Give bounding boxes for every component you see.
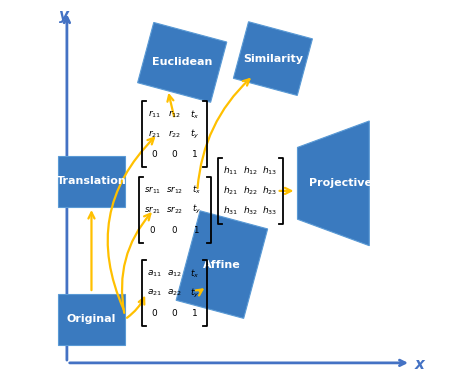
Text: $sr_{12}$: $sr_{12}$ xyxy=(166,184,183,196)
Text: Projective: Projective xyxy=(310,178,373,188)
Text: $0$: $0$ xyxy=(171,224,178,235)
Text: $0$: $0$ xyxy=(171,148,178,160)
Text: $t_x$: $t_x$ xyxy=(190,108,199,121)
Text: $sr_{22}$: $sr_{22}$ xyxy=(166,204,183,215)
Text: $r_{11}$: $r_{11}$ xyxy=(148,109,162,120)
Text: $h_{23}$: $h_{23}$ xyxy=(262,184,277,197)
Polygon shape xyxy=(176,211,268,318)
Text: x: x xyxy=(415,357,425,372)
Text: $0$: $0$ xyxy=(171,307,178,318)
Text: $h_{31}$: $h_{31}$ xyxy=(223,204,238,217)
Text: Original: Original xyxy=(67,314,116,324)
Text: $0$: $0$ xyxy=(149,224,156,235)
Text: Affine: Affine xyxy=(203,260,241,270)
Polygon shape xyxy=(298,121,369,246)
Text: $h_{13}$: $h_{13}$ xyxy=(262,165,277,178)
Polygon shape xyxy=(58,156,125,207)
Text: $h_{22}$: $h_{22}$ xyxy=(243,184,258,197)
Text: y: y xyxy=(59,8,69,23)
Text: $a_{21}$: $a_{21}$ xyxy=(147,288,163,298)
Text: $1$: $1$ xyxy=(191,307,198,318)
Text: $t_x$: $t_x$ xyxy=(192,184,201,197)
Text: $1$: $1$ xyxy=(191,148,198,160)
Text: $a_{11}$: $a_{11}$ xyxy=(147,268,163,279)
Text: $h_{11}$: $h_{11}$ xyxy=(223,165,238,178)
Text: $t_y$: $t_y$ xyxy=(190,128,199,141)
Text: $0$: $0$ xyxy=(151,307,158,318)
Text: $sr_{11}$: $sr_{11}$ xyxy=(144,184,161,196)
Text: $a_{12}$: $a_{12}$ xyxy=(167,268,182,279)
Text: $t_y$: $t_y$ xyxy=(192,203,201,216)
Text: $h_{32}$: $h_{32}$ xyxy=(243,204,258,217)
Text: $r_{22}$: $r_{22}$ xyxy=(168,129,181,140)
Polygon shape xyxy=(233,22,312,96)
Text: $1$: $1$ xyxy=(193,224,200,235)
Polygon shape xyxy=(58,294,125,345)
Text: Euclidean: Euclidean xyxy=(152,57,212,67)
Text: $sr_{21}$: $sr_{21}$ xyxy=(144,204,161,215)
Text: $h_{33}$: $h_{33}$ xyxy=(262,204,277,217)
Text: $r_{21}$: $r_{21}$ xyxy=(148,129,162,140)
Text: $t_y$: $t_y$ xyxy=(190,287,199,299)
Text: $a_{22}$: $a_{22}$ xyxy=(167,288,182,298)
Text: Translation: Translation xyxy=(56,177,127,186)
Text: Similarity: Similarity xyxy=(243,54,303,64)
Text: $t_x$: $t_x$ xyxy=(190,267,199,280)
Polygon shape xyxy=(137,22,227,102)
Text: $r_{12}$: $r_{12}$ xyxy=(168,109,181,120)
Text: $h_{12}$: $h_{12}$ xyxy=(243,165,258,178)
Text: $0$: $0$ xyxy=(151,148,158,160)
Text: $h_{21}$: $h_{21}$ xyxy=(223,184,238,197)
